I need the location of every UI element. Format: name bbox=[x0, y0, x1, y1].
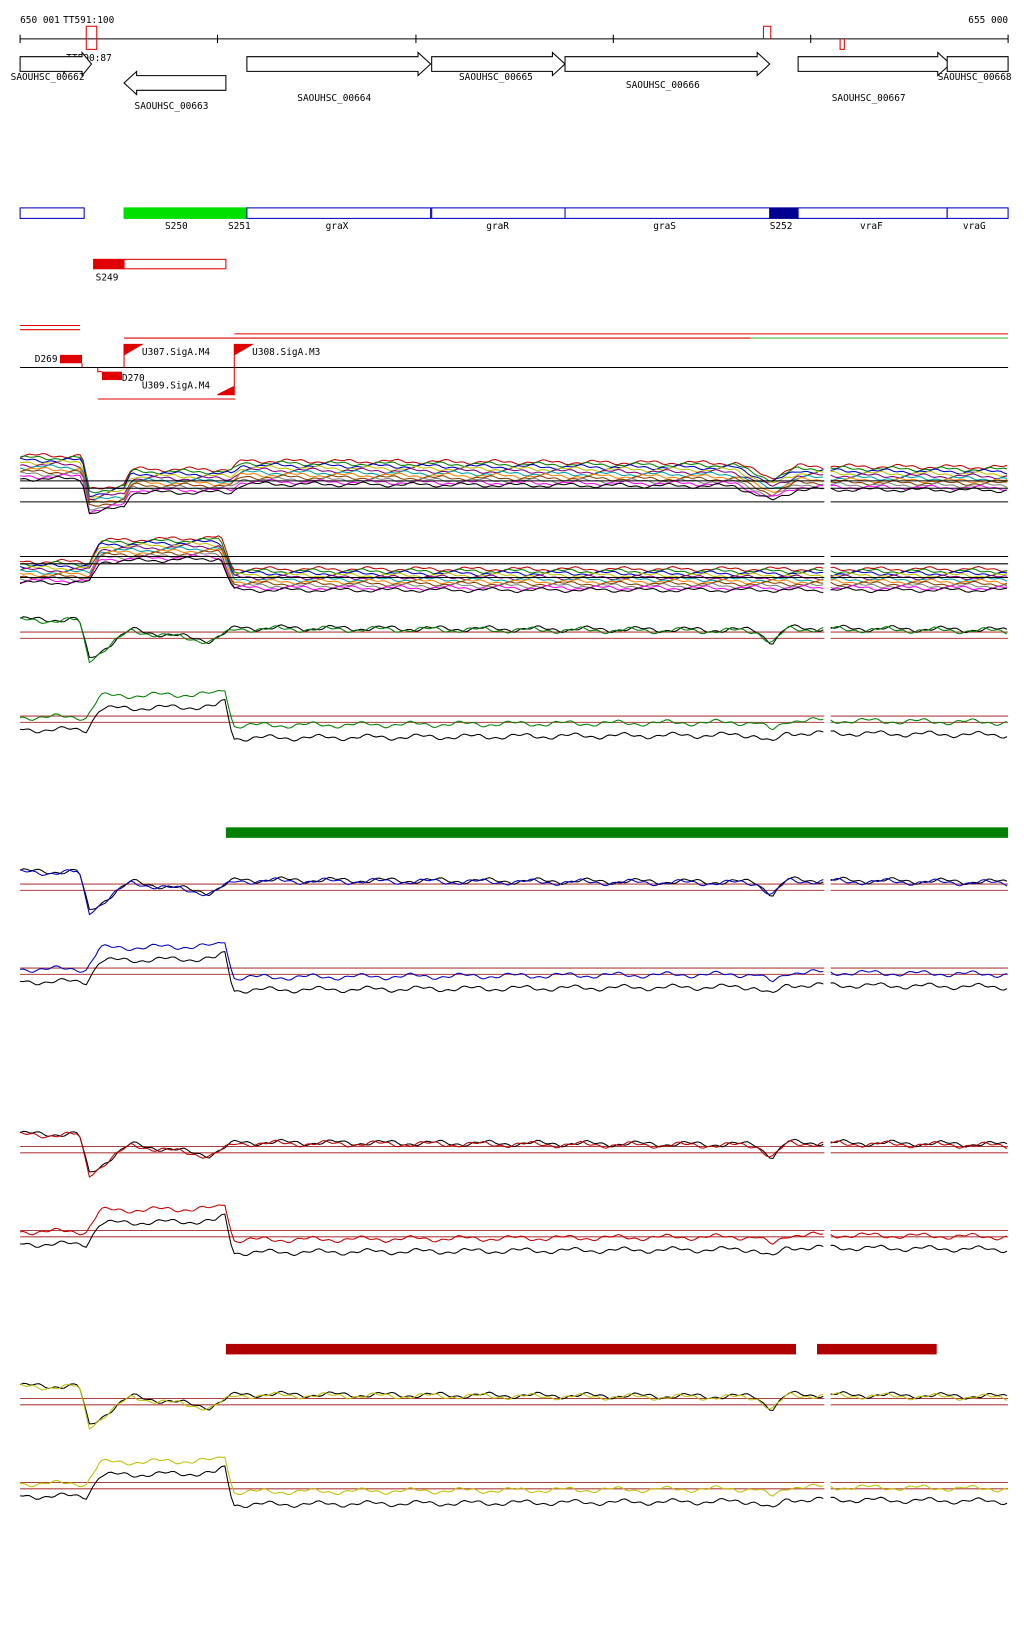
trace bbox=[19, 617, 1008, 664]
gene-label: SAOUHSC_00668 bbox=[938, 72, 1012, 83]
gene-label: SAOUHSC_00665 bbox=[459, 72, 533, 83]
ruler-end: 655 000 bbox=[968, 15, 1008, 26]
trace bbox=[20, 941, 1008, 983]
feature-label: D269 bbox=[35, 354, 58, 365]
gene-arrows bbox=[19, 51, 1009, 96]
trace bbox=[19, 1383, 1008, 1430]
trace bbox=[20, 689, 1008, 731]
trace bbox=[20, 1204, 1008, 1245]
region-bar bbox=[225, 827, 1009, 838]
gene-label: SAOUHSC_00663 bbox=[135, 101, 209, 112]
ruler-start: 650 001 bbox=[20, 15, 60, 26]
trace bbox=[20, 535, 1008, 573]
ruler bbox=[19, 34, 1009, 44]
region-bar bbox=[225, 1343, 797, 1355]
features bbox=[20, 324, 1009, 400]
segment-label: S252 bbox=[770, 221, 793, 232]
segment-label: graR bbox=[486, 221, 509, 232]
region-bar bbox=[817, 1343, 937, 1355]
trace bbox=[20, 1465, 1008, 1509]
segment-label: S251 bbox=[228, 221, 251, 232]
trace bbox=[20, 554, 1008, 592]
trace bbox=[20, 462, 1008, 501]
trace bbox=[19, 548, 1008, 585]
gene-label: SAOUHSC_00664 bbox=[297, 93, 371, 104]
trace bbox=[19, 1131, 1008, 1178]
segment-label: S249 bbox=[96, 272, 119, 283]
trace bbox=[19, 1130, 1008, 1173]
trace bbox=[20, 950, 1008, 994]
feature-label: U308.SigA.M3 bbox=[252, 347, 320, 358]
trace bbox=[19, 556, 1008, 594]
expression-traces bbox=[19, 453, 1009, 1509]
segment-label: graS bbox=[653, 221, 676, 232]
feature-label: U307.SigA.M4 bbox=[142, 347, 211, 358]
gene-label: SAOUHSC_00666 bbox=[626, 80, 700, 91]
segment-label: vraG bbox=[963, 221, 986, 232]
segments bbox=[19, 207, 1009, 270]
terminator-label: TT590:87 bbox=[66, 53, 111, 64]
terminator-label: TT591:100 bbox=[63, 15, 114, 26]
feature-label: D270 bbox=[122, 373, 145, 384]
trace bbox=[20, 1213, 1008, 1257]
trace bbox=[20, 1456, 1008, 1497]
trace bbox=[19, 1382, 1008, 1425]
segment-label: vraF bbox=[860, 221, 883, 232]
gene-label: SAOUHSC_00667 bbox=[832, 93, 906, 104]
gene-label: SAOUHSC_00662 bbox=[11, 72, 85, 83]
trace bbox=[19, 869, 1008, 916]
segment-label: graX bbox=[326, 221, 349, 232]
segment-label: S250 bbox=[165, 221, 188, 232]
trace bbox=[19, 868, 1008, 910]
trace bbox=[20, 549, 1008, 587]
trace bbox=[20, 698, 1008, 742]
trace bbox=[19, 616, 1008, 658]
trace bbox=[20, 537, 1008, 575]
feature-label: U309.SigA.M4 bbox=[142, 380, 211, 391]
